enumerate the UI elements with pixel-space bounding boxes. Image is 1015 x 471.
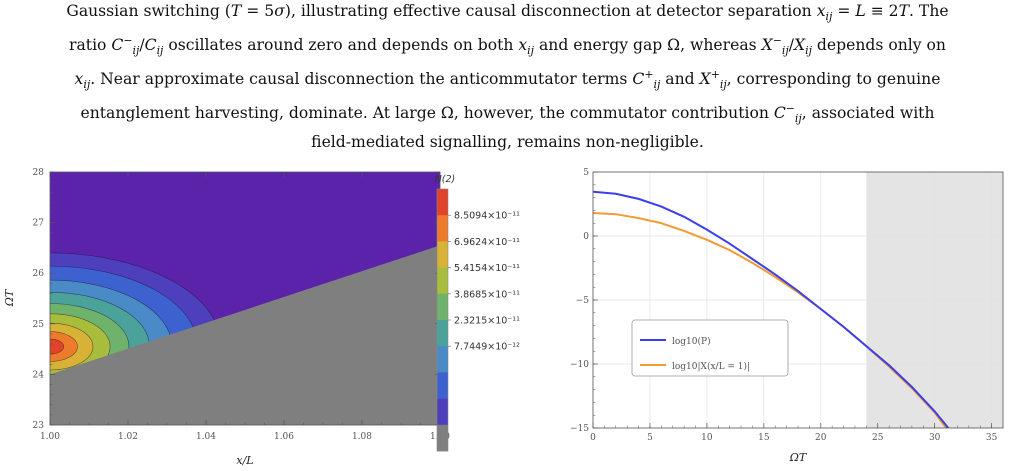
colorbar-band	[437, 372, 448, 399]
caption-line-5: field-mediated signalling, remains non-n…	[311, 133, 704, 152]
x-tick-label: 35	[986, 433, 998, 443]
legend-label: log10(P)	[672, 336, 711, 347]
legend-box	[631, 319, 789, 377]
colorbar-band	[437, 320, 448, 347]
series-line	[593, 190, 950, 428]
colorbar-band	[437, 398, 448, 426]
colorbar-label: 6.9624×10⁻¹¹	[454, 237, 520, 248]
y-tick-label: −15	[570, 424, 589, 434]
colorbar-band	[437, 293, 448, 321]
y-tick-label: 5	[583, 168, 589, 178]
figure-caption: Gaussian switching (T = 5σ), illustratin…	[0, 0, 1015, 185]
x-tick-label: 25	[872, 433, 884, 443]
x-tick-label: 1.08	[352, 432, 372, 442]
colorbar-band	[437, 241, 448, 268]
legend: log10(P) log10|X(x/L = 1)|	[631, 319, 789, 377]
colorbar-band	[437, 215, 448, 242]
x-tick-label: 20	[815, 433, 827, 443]
y-tick-label: −10	[570, 360, 589, 370]
x-tick-label: 1.00	[40, 432, 60, 442]
x-tick-label: 1.04	[196, 432, 216, 442]
legend-label: log10|X(x/L = 1)|	[672, 361, 750, 372]
contour-plot: 1.001.021.041.061.081.10232425262728x/LΩ…	[3, 168, 450, 467]
line-plot: 0 5 10 15 20 25 30 35 5 0 −5 −10 −15 ΩT log10(P) log10|…	[570, 168, 1004, 464]
colorbar-band	[437, 424, 448, 452]
colorbar-label: 2.3215×10⁻¹¹	[454, 316, 520, 327]
x-tick-label: 1.02	[118, 432, 138, 442]
colorbar-band	[437, 189, 448, 216]
caption-line-4: entanglement harvesting, dominate. At la…	[80, 102, 935, 126]
colorbar-label: 3.8685×10⁻¹¹	[454, 289, 520, 300]
y-tick-label: 27	[33, 219, 45, 229]
y-tick-label: 0	[583, 232, 589, 242]
colorbar-band	[437, 267, 448, 295]
x-tick-label: 10	[701, 433, 713, 443]
masked-region	[50, 245, 440, 425]
x-tick-label: 5	[647, 433, 653, 443]
contour-level-1	[50, 338, 65, 355]
caption-line-1: Gaussian switching (T = 5σ), illustratin…	[66, 2, 949, 24]
colorbar: N(2) 8.5094×10⁻¹¹ 6.9624×10⁻¹¹ 5.4154×10⁻¹¹…	[435, 174, 520, 452]
colorbar-title: N(2)	[435, 174, 456, 185]
caption-line-2: ratio C−ij/Cij oscillates around zero an…	[69, 33, 946, 58]
y-axis-label: ΩT	[3, 288, 16, 307]
x-axis-label: x/L	[236, 454, 253, 467]
y-tick-label: −5	[576, 296, 590, 306]
contour-layer	[50, 245, 440, 425]
colorbar-label: 7.7449×10⁻¹²	[454, 342, 520, 353]
colorbar-label: 5.4154×10⁻¹¹	[454, 263, 520, 274]
y-tick-label: 26	[33, 269, 45, 279]
y-tick-label: 23	[33, 421, 45, 431]
y-tick-label: 24	[33, 370, 45, 380]
caption-line-3: xij. Near approximate causal disconnecti…	[74, 68, 941, 92]
y-tick-label: 25	[33, 320, 45, 330]
y-tick-label: 28	[33, 168, 45, 178]
colorbar-band	[437, 346, 448, 373]
x-tick-label: 15	[758, 433, 770, 443]
x-axis-label: ΩT	[789, 451, 808, 464]
x-tick-label: 0	[590, 433, 596, 443]
colorbar-label: 8.5094×10⁻¹¹	[454, 211, 520, 222]
x-tick-label: 30	[929, 433, 941, 443]
x-tick-label: 1.06	[274, 432, 294, 442]
series-layer	[593, 190, 950, 428]
